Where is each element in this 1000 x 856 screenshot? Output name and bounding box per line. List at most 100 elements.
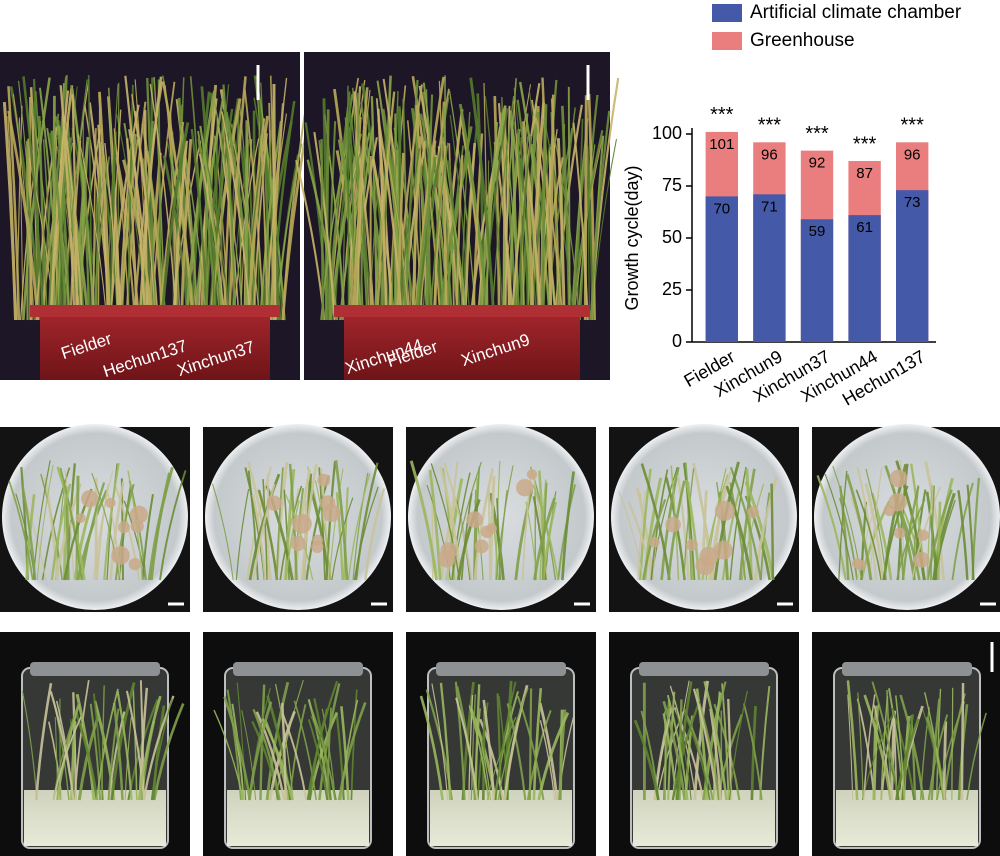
leaf <box>125 690 146 801</box>
seed-cluster <box>714 500 735 521</box>
leaf <box>683 468 695 581</box>
dish-photo <box>0 424 190 612</box>
leaf <box>863 694 876 801</box>
leaf <box>637 489 647 581</box>
leaf <box>855 489 883 581</box>
leaf <box>147 466 174 581</box>
leaf <box>376 91 396 321</box>
leaf <box>872 705 878 801</box>
leaf <box>692 688 719 801</box>
leaf <box>530 467 548 581</box>
leaf <box>138 76 163 321</box>
seed-cluster <box>474 539 489 554</box>
leaf <box>447 160 461 321</box>
leaf <box>172 131 174 321</box>
leaf <box>838 485 850 581</box>
seed-cluster <box>917 529 929 541</box>
leaf <box>335 711 345 801</box>
leaf <box>540 104 548 321</box>
leaf <box>91 472 121 581</box>
leaf <box>721 683 730 801</box>
seed-cluster <box>266 495 282 511</box>
leaf <box>966 484 975 581</box>
leaf <box>59 467 83 581</box>
leaf <box>328 468 344 581</box>
leaf <box>703 680 728 801</box>
leaf <box>235 488 250 581</box>
bar <box>848 215 881 342</box>
leaf <box>124 75 147 321</box>
seed-cluster <box>128 558 141 571</box>
leaf <box>729 466 747 581</box>
leaf <box>353 486 379 581</box>
leaf <box>497 687 529 801</box>
leaf <box>328 156 346 321</box>
leaf <box>666 694 689 801</box>
seed-cluster <box>665 516 681 533</box>
leaf <box>770 483 775 581</box>
leaf <box>895 718 920 801</box>
leaf <box>693 680 710 801</box>
leaf <box>662 700 671 801</box>
seed-cluster <box>516 478 534 497</box>
leaf <box>142 158 157 321</box>
chart: 0 25 50 75 100 Growth cycle(day) 101 96 92 87 96 70… <box>622 2 962 410</box>
leaf <box>281 703 287 801</box>
leaf <box>567 86 571 321</box>
box-lid <box>233 662 363 676</box>
leaf <box>109 481 125 581</box>
leaf <box>926 489 953 581</box>
leaf <box>469 77 496 321</box>
leaf <box>98 91 111 321</box>
leaf <box>438 158 469 321</box>
leaf <box>676 475 690 581</box>
leaf <box>865 468 887 581</box>
leaf <box>89 703 102 801</box>
agar <box>836 790 978 846</box>
leaf <box>838 470 848 581</box>
leaf <box>347 473 371 581</box>
leaf <box>259 120 282 321</box>
leaf <box>160 122 190 321</box>
leaf <box>495 465 514 581</box>
significance: *** <box>758 115 782 137</box>
leaf <box>334 460 349 581</box>
leaf <box>223 696 252 801</box>
leaf <box>180 139 193 321</box>
leaf <box>43 477 59 581</box>
leaf <box>333 117 354 321</box>
seed-cluster <box>320 495 336 511</box>
leaf <box>141 494 154 581</box>
leaf <box>506 703 527 801</box>
leaf <box>753 476 778 581</box>
y-tick-label: 50 <box>662 227 682 247</box>
significance: *** <box>710 104 734 126</box>
leaf <box>252 709 281 801</box>
seed-cluster <box>888 492 908 512</box>
leaf <box>698 497 716 581</box>
leaf <box>898 705 924 801</box>
leaf <box>352 87 369 321</box>
leaf <box>40 473 64 581</box>
leaf <box>673 707 705 801</box>
leaf <box>52 95 56 321</box>
seed-cluster <box>117 521 130 534</box>
leaf <box>519 136 529 321</box>
leaf <box>272 83 277 321</box>
leaf <box>352 472 369 581</box>
dish-photo <box>406 424 596 612</box>
leaf <box>383 128 387 321</box>
leaf <box>252 133 268 321</box>
leaf <box>137 695 162 801</box>
leaf <box>213 709 244 801</box>
leaf <box>22 76 45 321</box>
leaf <box>97 124 109 321</box>
leaf <box>265 681 290 801</box>
leaf <box>77 134 108 321</box>
y-tick-label: 100 <box>652 123 682 143</box>
leaf <box>845 474 873 581</box>
leaf <box>227 76 247 321</box>
leaf <box>356 141 375 321</box>
seed-cluster <box>486 523 497 534</box>
